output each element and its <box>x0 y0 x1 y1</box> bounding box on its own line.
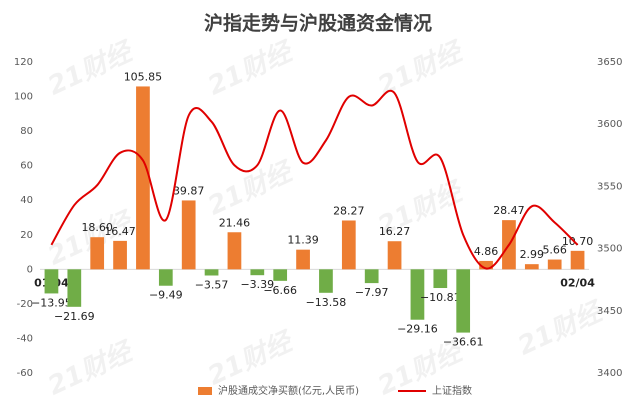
data-label: 39.87 <box>173 184 205 197</box>
y2-tick-label: 3550 <box>597 181 622 192</box>
data-label: 18.60 <box>81 221 113 234</box>
y2-tick-label: 3400 <box>597 368 622 379</box>
data-label: 21.46 <box>219 216 251 229</box>
bar <box>296 249 310 270</box>
data-label: −6.66 <box>263 284 297 297</box>
x-tick-label: 02/04 <box>560 276 595 289</box>
data-label: −21.69 <box>54 310 95 323</box>
line <box>50 89 579 270</box>
legend-label: 沪股通成交净买额(亿元,人民币) <box>218 384 359 397</box>
bar <box>158 269 173 286</box>
bar <box>181 200 196 270</box>
bar <box>410 269 425 320</box>
bar <box>250 269 265 276</box>
data-label: −13.95 <box>31 296 72 309</box>
data-label: −10.81 <box>420 291 461 304</box>
bar <box>204 269 219 276</box>
data-label: −3.57 <box>195 279 229 292</box>
data-label: 4.86 <box>474 245 499 258</box>
watermark: 21财经 <box>203 326 298 392</box>
y-tick-label: -60 <box>17 368 33 379</box>
y-tick-label: 100 <box>14 92 33 103</box>
bar <box>547 259 562 270</box>
bar <box>90 237 105 270</box>
data-label: 16.47 <box>104 225 136 238</box>
bar <box>273 269 288 281</box>
watermark: 21财经 <box>43 336 138 402</box>
y-tick-label: 40 <box>20 195 33 206</box>
data-label: 16.27 <box>379 225 411 238</box>
watermark: 21财经 <box>203 36 298 102</box>
y-tick-label: 0 <box>27 264 33 275</box>
bar <box>44 269 59 294</box>
data-label: 11.39 <box>287 234 319 247</box>
bar <box>227 232 242 270</box>
chart-title: 沪指走势与沪股通资金情况 <box>204 12 432 35</box>
data-label: −29.16 <box>397 323 438 336</box>
y-tick-label: -20 <box>17 299 33 310</box>
data-label: 5.66 <box>542 244 567 257</box>
y-tick-label: 80 <box>20 126 33 137</box>
y-tick-label: -40 <box>17 333 33 344</box>
data-label: −3.39 <box>240 278 274 291</box>
data-label: 105.85 <box>124 70 163 83</box>
bar <box>524 264 539 270</box>
data-label: −7.97 <box>355 286 389 299</box>
bar <box>364 269 379 284</box>
data-label: 2.99 <box>520 248 545 261</box>
bar <box>136 86 150 270</box>
watermark: 21财经 <box>513 296 608 362</box>
watermark: 21财经 <box>203 156 298 222</box>
data-label: 28.27 <box>333 204 365 217</box>
bar <box>570 250 585 270</box>
bar <box>319 269 333 293</box>
y-tick-label: 60 <box>20 161 33 172</box>
legend-swatch <box>198 387 212 395</box>
data-label: −13.58 <box>306 296 347 309</box>
legend-label: 上证指数 <box>432 384 472 397</box>
data-label: −9.49 <box>149 289 183 302</box>
data-label: 10.70 <box>562 235 594 248</box>
y2-tick-label: 3450 <box>597 306 622 317</box>
y2-tick-label: 3500 <box>597 244 622 255</box>
y2-tick-label: 3650 <box>597 57 622 68</box>
bar <box>67 269 82 307</box>
data-label: −36.61 <box>443 336 484 349</box>
bar <box>479 260 493 270</box>
watermark: 21财经 <box>43 36 138 102</box>
bar <box>113 240 127 270</box>
y-tick-label: 20 <box>20 230 33 241</box>
bar <box>433 269 448 289</box>
bar <box>456 269 471 333</box>
data-label: 28.47 <box>493 204 525 217</box>
y2-tick-label: 3600 <box>597 119 622 130</box>
y-tick-label: 120 <box>14 57 33 68</box>
bar <box>341 220 356 270</box>
bar <box>387 241 402 270</box>
